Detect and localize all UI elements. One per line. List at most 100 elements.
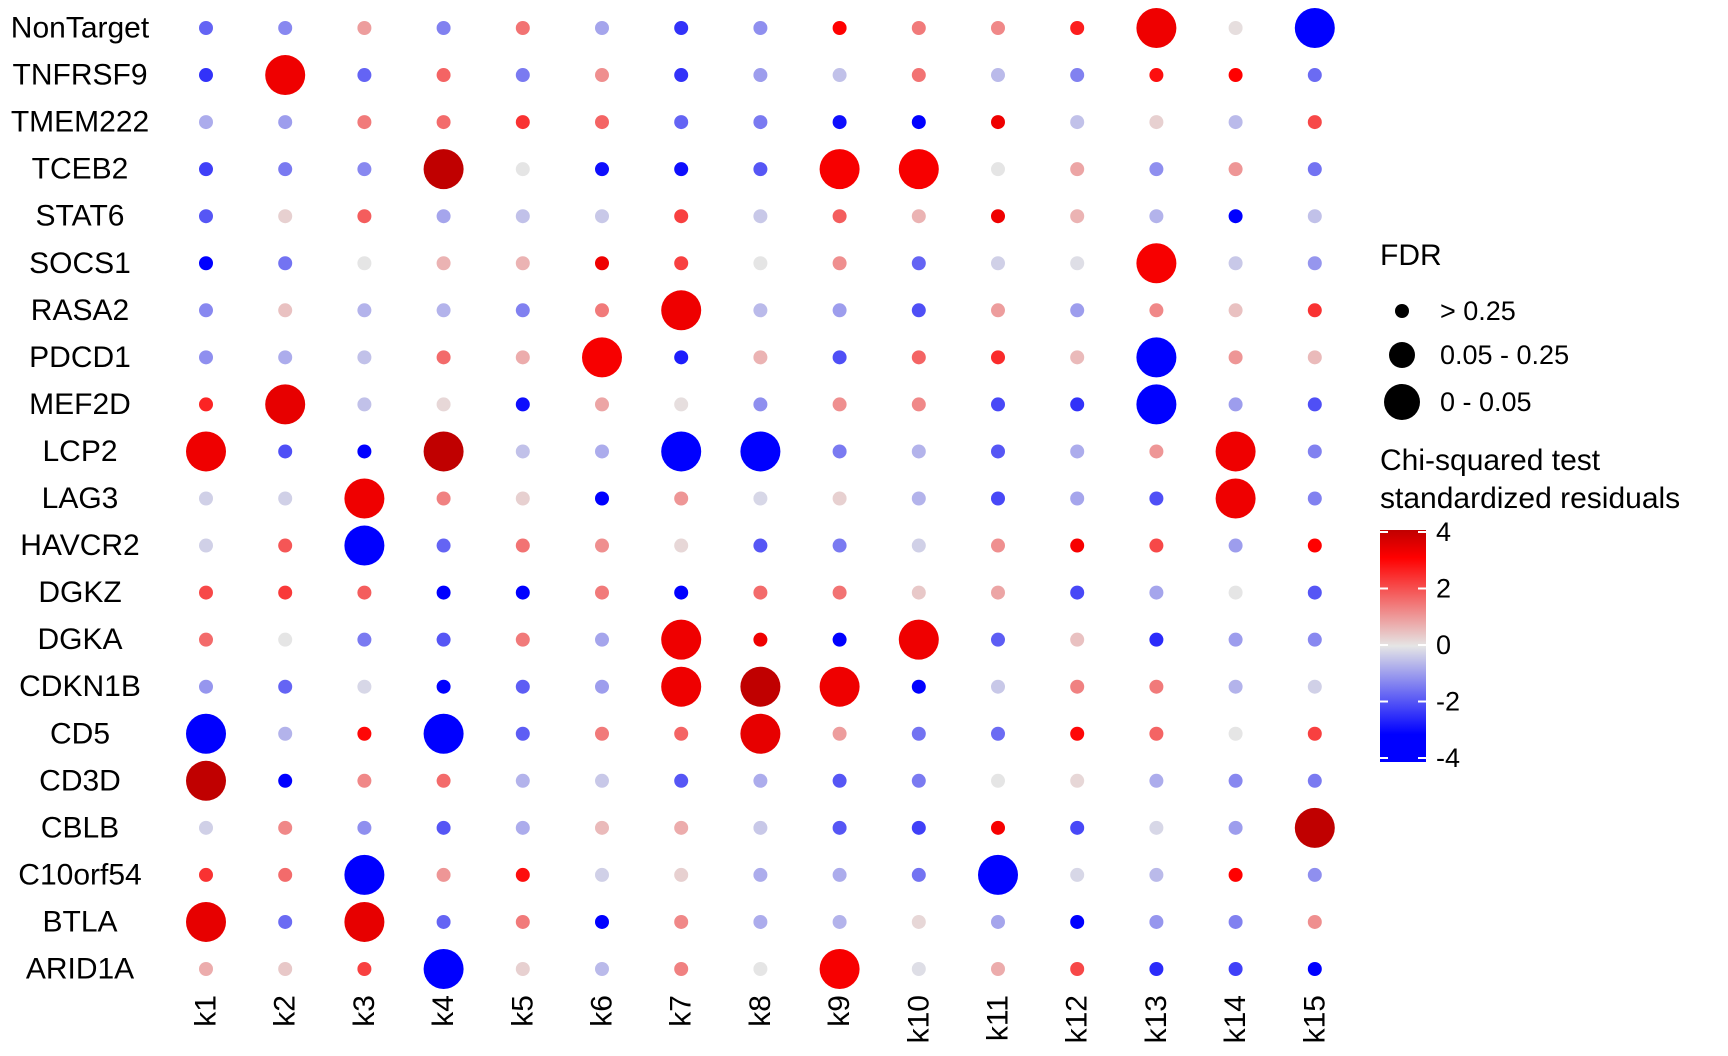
dot-pdcd1-k4 bbox=[436, 350, 451, 365]
dot-mef2d-k11 bbox=[991, 397, 1005, 412]
dot-rasa2-k12 bbox=[1070, 303, 1085, 318]
dot-tceb2-k15 bbox=[1307, 162, 1322, 177]
dot-c10orf54-k7 bbox=[674, 867, 689, 882]
dot-stat6-k11 bbox=[991, 209, 1005, 224]
dot-pdcd1-k11 bbox=[991, 350, 1005, 365]
dot-pdcd1-k13 bbox=[1136, 337, 1177, 378]
dot-nontarget-k4 bbox=[436, 21, 451, 35]
dot-cblb-k6 bbox=[595, 820, 609, 835]
dot-cblb-k8 bbox=[753, 820, 768, 835]
dot-dgkz-k7 bbox=[674, 585, 689, 600]
row-label-pdcd1: PDCD1 bbox=[29, 341, 131, 374]
dot-arid1a-k3 bbox=[357, 962, 372, 976]
dot-tnfrsf9-k15 bbox=[1307, 68, 1322, 83]
size-legend-label-1: > 0.25 bbox=[1440, 296, 1516, 326]
dot-dgkz-k15 bbox=[1307, 585, 1322, 600]
dot-lcp2-k12 bbox=[1070, 444, 1085, 459]
dot-tnfrsf9-k3 bbox=[357, 68, 372, 83]
dot-dgkz-k8 bbox=[753, 585, 768, 600]
dot-dgka-k10 bbox=[898, 619, 939, 660]
dot-cblb-k7 bbox=[674, 820, 689, 835]
column-labels: k1 k2 k3 k4 k5 k6 k7 k8 k9 k10 k11 k12 k13 k14 k15 bbox=[190, 995, 1332, 1043]
dot-stat6-k13 bbox=[1149, 209, 1164, 224]
dot-dgkz-k13 bbox=[1149, 585, 1164, 600]
dot-mef2d-k3 bbox=[357, 397, 372, 412]
row-labels: NonTarget TNFRSF9 TMEM222 TCEB2 STAT6 SOCS1 RA… bbox=[11, 12, 150, 986]
dot-dgkz-k3 bbox=[357, 585, 372, 600]
row-label-tceb2: TCEB2 bbox=[32, 153, 129, 186]
dot-arid1a-k14 bbox=[1228, 962, 1243, 976]
dot-rasa2-k13 bbox=[1149, 303, 1164, 318]
dot-btla-k7 bbox=[674, 914, 689, 929]
dot-dgka-k5 bbox=[515, 632, 530, 647]
dot-cd5-k3 bbox=[357, 726, 372, 741]
dot-havcr2-k6 bbox=[595, 538, 609, 553]
dot-lcp2-k15 bbox=[1307, 444, 1322, 459]
dot-cdkn1b-k15 bbox=[1307, 679, 1322, 694]
dot-tnfrsf9-k2 bbox=[265, 55, 306, 96]
dot-btla-k3 bbox=[344, 901, 385, 942]
legend: FDR > 0.25 0.05 - 0.25 0 - 0.05 Chi-square… bbox=[1380, 239, 1680, 773]
dot-tmem222-k11 bbox=[991, 115, 1005, 130]
dot-tmem222-k9 bbox=[832, 115, 847, 130]
dot-lcp2-k5 bbox=[515, 444, 530, 459]
dot-tmem222-k4 bbox=[436, 115, 451, 130]
dot-lcp2-k1 bbox=[186, 431, 226, 472]
dot-tnfrsf9-k6 bbox=[595, 68, 609, 83]
dot-cd5-k7 bbox=[674, 726, 689, 741]
dot-havcr2-k3 bbox=[344, 525, 385, 566]
dot-cblb-k2 bbox=[278, 820, 293, 835]
dot-tmem222-k8 bbox=[753, 115, 768, 130]
dot-havcr2-k1 bbox=[199, 538, 213, 553]
dot-lcp2-k8 bbox=[740, 431, 781, 472]
dot-tceb2-k6 bbox=[595, 162, 609, 177]
column-label-k9: k9 bbox=[823, 995, 856, 1027]
dot-stat6-k14 bbox=[1228, 209, 1243, 224]
dot-rasa2-k8 bbox=[753, 303, 768, 318]
dot-arid1a-k5 bbox=[515, 962, 530, 976]
dot-pdcd1-k7 bbox=[674, 350, 689, 365]
dot-dgka-k11 bbox=[991, 632, 1005, 647]
dot-btla-k4 bbox=[436, 914, 451, 929]
dot-nontarget-k14 bbox=[1228, 21, 1243, 35]
dot-tmem222-k10 bbox=[911, 115, 926, 130]
dot-cd3d-k15 bbox=[1307, 773, 1322, 788]
dot-dgkz-k6 bbox=[595, 585, 609, 600]
dot-cdkn1b-k13 bbox=[1149, 679, 1164, 694]
dot-socs1-k2 bbox=[278, 256, 293, 271]
dot-mef2d-k7 bbox=[674, 397, 689, 412]
dot-pdcd1-k1 bbox=[199, 350, 213, 365]
dot-rasa2-k1 bbox=[199, 303, 213, 318]
dot-arid1a-k2 bbox=[278, 962, 293, 976]
dot-c10orf54-k15 bbox=[1307, 867, 1322, 882]
dot-tnfrsf9-k14 bbox=[1228, 68, 1243, 83]
dot-stat6-k6 bbox=[595, 209, 609, 224]
dot-stat6-k9 bbox=[832, 209, 847, 224]
dot-cd3d-k8 bbox=[753, 773, 768, 788]
dot-stat6-k12 bbox=[1070, 209, 1085, 224]
dot-cd3d-k7 bbox=[674, 773, 689, 788]
dot-cdkn1b-k4 bbox=[436, 679, 451, 694]
dot-tnfrsf9-k4 bbox=[436, 68, 451, 83]
dot-tceb2-k12 bbox=[1070, 162, 1085, 177]
dot-c10orf54-k6 bbox=[595, 867, 609, 882]
dot-arid1a-k1 bbox=[199, 962, 213, 976]
column-label-k11: k11 bbox=[982, 995, 1015, 1041]
color-legend-tick-label: -2 bbox=[1436, 687, 1460, 717]
column-label-k3: k3 bbox=[348, 995, 381, 1027]
dot-arid1a-k6 bbox=[595, 962, 609, 976]
column-label-k14: k14 bbox=[1219, 995, 1252, 1043]
dot-socs1-k4 bbox=[436, 256, 451, 271]
dot-tnfrsf9-k7 bbox=[674, 68, 689, 83]
dot-socs1-k15 bbox=[1307, 256, 1322, 271]
dot-c10orf54-k3 bbox=[344, 854, 385, 895]
dot-dgkz-k9 bbox=[832, 585, 847, 600]
dot-cdkn1b-k3 bbox=[357, 679, 372, 694]
dot-lag3-k15 bbox=[1307, 491, 1322, 506]
row-label-btla: BTLA bbox=[42, 905, 117, 938]
dot-tnfrsf9-k10 bbox=[911, 68, 926, 83]
dot-dgka-k7 bbox=[661, 619, 702, 660]
dot-mef2d-k8 bbox=[753, 397, 768, 412]
dot-rasa2-k11 bbox=[991, 303, 1005, 318]
